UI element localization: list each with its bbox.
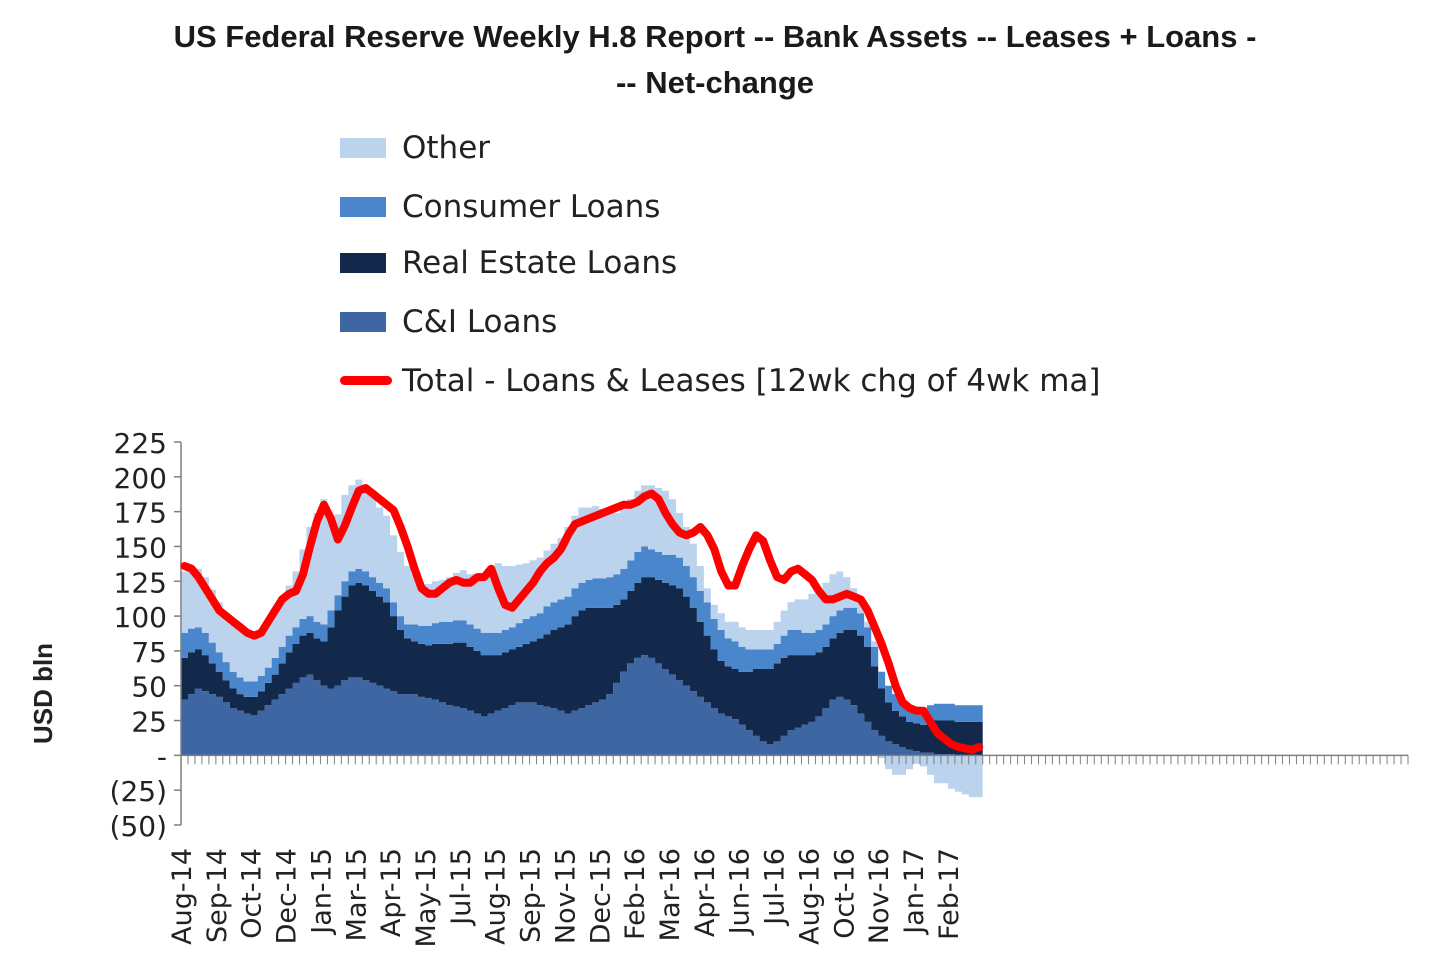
y-tick-label: (25): [110, 775, 167, 808]
y-tick-label: 50: [131, 671, 167, 704]
legend-line-total: [340, 376, 392, 385]
y-tick-label: 150: [114, 531, 167, 564]
x-tick-label: Oct-14: [237, 848, 268, 939]
x-tick-label: Apr-16: [690, 848, 721, 937]
x-tick-label: Nov-15: [550, 848, 581, 944]
y-tick-label: 125: [114, 566, 167, 599]
y-tick-label: 25: [131, 706, 167, 739]
y-tick-label: (50): [110, 810, 167, 843]
x-tick-label: Mar-15: [341, 848, 372, 941]
y-tick-label: 225: [114, 427, 167, 460]
legend-label-total: Total - Loans & Leases [12wk chg of 4wk …: [402, 363, 1101, 399]
x-tick-label: Dec-14: [272, 848, 303, 944]
area-series-ci: [181, 655, 983, 756]
legend-swatch-other: [340, 138, 386, 158]
x-tick-label: Sep-14: [202, 848, 233, 943]
x-tick-label: Oct-16: [829, 848, 860, 939]
chart-title-line-2: -- Net-change: [615, 65, 815, 100]
x-tick-label: Jan-17: [899, 848, 930, 936]
y-tick-label: 200: [114, 462, 167, 495]
x-tick-label: Aug-16: [794, 848, 825, 945]
x-tick-label: Nov-16: [864, 848, 895, 944]
legend-label-other: Other: [402, 130, 491, 166]
y-axis-title: USD bln: [28, 643, 58, 744]
y-tick-label: 75: [131, 636, 167, 669]
legend-swatch-ci-loans: [340, 312, 386, 332]
legend-swatch-real-estate-loans: [340, 253, 386, 273]
x-tick-label: May-15: [411, 848, 442, 947]
chart-title-line-1: US Federal Reserve Weekly H.8 Report -- …: [173, 19, 1257, 54]
x-tick-label: Jul-16: [760, 848, 791, 927]
x-tick-label: Aug-14: [167, 848, 198, 945]
area-series-consumer: [181, 546, 983, 725]
x-tick-label: Jan-15: [306, 848, 337, 936]
x-tick-label: Jul-15: [446, 848, 477, 927]
x-tick-label: Jun-16: [725, 848, 756, 936]
legend-label-ci-loans: C&I Loans: [402, 304, 558, 340]
legend-label-real-estate-loans: Real Estate Loans: [402, 245, 678, 281]
area-series-real-estate: [181, 577, 983, 756]
total-loans-leases-line: [180, 484, 984, 754]
x-tick-label: Sep-15: [516, 848, 547, 943]
x-tick-label: Feb-17: [934, 848, 965, 940]
x-tick-label: Feb-16: [620, 848, 651, 940]
y-tick-label: 100: [114, 601, 167, 634]
y-tick-label: 175: [114, 497, 167, 530]
area-series-other: [181, 479, 983, 798]
legend-label-consumer-loans: Consumer Loans: [402, 189, 661, 225]
x-tick-label: Dec-15: [585, 848, 616, 944]
y-tick-label: -: [157, 740, 167, 773]
x-tick-label: Apr-15: [376, 848, 407, 937]
x-tick-label: Mar-16: [655, 848, 686, 941]
chart-title: US Federal Reserve Weekly H.8 Report -- …: [0, 14, 1430, 106]
legend-swatch-consumer-loans: [340, 197, 386, 217]
x-tick-label: Aug-15: [481, 848, 512, 945]
